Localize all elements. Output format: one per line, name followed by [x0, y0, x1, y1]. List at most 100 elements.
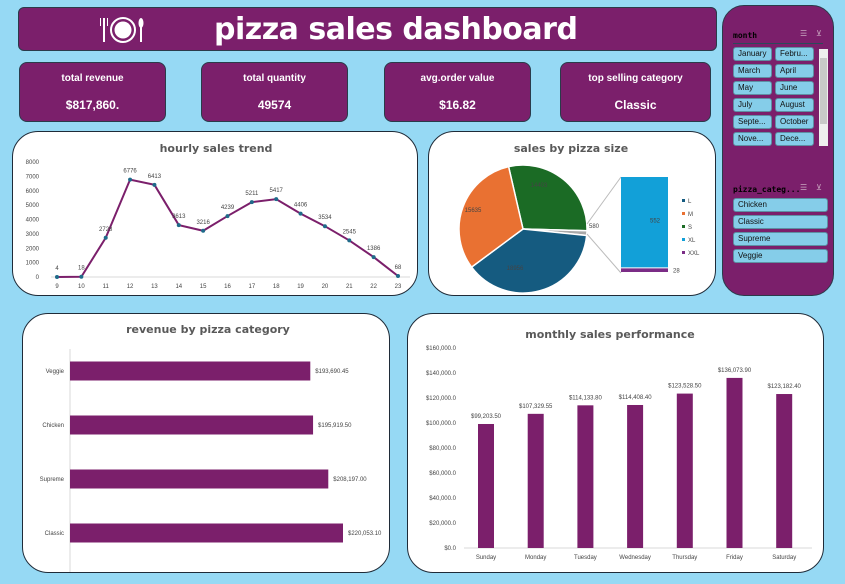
- x-tick-label: Saturday: [772, 555, 796, 561]
- y-tick-label: $80,000.0: [429, 446, 456, 452]
- sales-by-pizza-size-chart: sales by pizza size 14403 580 18956 15635 552…: [428, 131, 716, 296]
- data-label: $99,203.50: [471, 414, 502, 420]
- slicer-item-month[interactable]: August: [775, 98, 814, 112]
- hourly-sales-trend-chart: hourly sales trend 0 1000 2000 3000 4000 5000 6…: [12, 131, 418, 296]
- y-tick-label: $120,000.0: [426, 396, 457, 402]
- x-tick-label: 23: [395, 284, 402, 290]
- y-tick-label: 4000: [26, 218, 40, 224]
- x-tick-label: 9: [55, 284, 59, 290]
- slicer-item-month[interactable]: Dece...: [775, 132, 814, 146]
- title-banner: pizza sales dashboard: [18, 7, 717, 51]
- kpi-value: Classic: [614, 98, 657, 112]
- y-tick-label: $40,000.0: [429, 496, 456, 502]
- y-tick-label: 3000: [26, 232, 40, 238]
- x-tick-label: Friday: [726, 555, 743, 561]
- pie-slice-m: [458, 165, 524, 269]
- x-tick-label: 16: [224, 284, 231, 290]
- y-tick-label: 6000: [26, 189, 40, 195]
- slicer-item-month[interactable]: Febru...: [775, 47, 814, 61]
- x-tick-label: Tuesday: [574, 555, 597, 561]
- data-label: 2545: [343, 229, 357, 235]
- slicer-item-month[interactable]: Septe...: [733, 115, 772, 129]
- data-label: 5211: [245, 191, 259, 197]
- x-tick-label: 12: [127, 284, 134, 290]
- y-tick-label: $100,000.0: [426, 421, 457, 427]
- slicer-item-month[interactable]: May: [733, 81, 772, 95]
- kpi-total-quantity: total quantity 49574: [201, 62, 348, 122]
- bar: [70, 469, 329, 489]
- data-point: [152, 182, 157, 187]
- kpi-total-revenue: total revenue $817,860.: [19, 62, 166, 122]
- page-title: pizza sales dashboard: [214, 12, 578, 47]
- clear-filter-icon[interactable]: ⊻: [816, 29, 822, 38]
- category-slicer-title: pizza_categ...: [733, 185, 801, 194]
- slicer-item-month[interactable]: October: [775, 115, 814, 129]
- clear-filter-icon[interactable]: ⊻: [816, 183, 822, 192]
- bar: [527, 413, 544, 548]
- data-label: $193,690.45: [315, 369, 349, 375]
- y-tick-label: 0: [36, 275, 40, 281]
- data-label: $220,053.10: [348, 531, 382, 537]
- multi-select-icon[interactable]: ☰: [800, 29, 808, 38]
- slicer-item-month[interactable]: June: [775, 81, 814, 95]
- bar: [70, 415, 314, 435]
- chart-title: revenue by pizza category: [126, 323, 290, 336]
- slicer-item-month[interactable]: March: [733, 64, 772, 78]
- slicer-item-month[interactable]: April: [775, 64, 814, 78]
- data-label: 18: [78, 266, 85, 272]
- legend-marker: [682, 199, 685, 202]
- data-label: 5417: [270, 188, 284, 194]
- data-label: $114,133.80: [569, 395, 603, 401]
- bar: [726, 377, 743, 548]
- bar: [776, 394, 793, 548]
- slicer-item-month[interactable]: January: [733, 47, 772, 61]
- kpi-value: $16.82: [439, 98, 476, 112]
- category-label: Veggie: [46, 369, 65, 375]
- data-point: [55, 274, 59, 279]
- category-label: Classic: [45, 531, 64, 537]
- x-tick-label: 14: [175, 284, 182, 290]
- kpi-label: top selling category: [588, 73, 683, 84]
- chart-title: hourly sales trend: [160, 142, 273, 155]
- data-point: [396, 274, 400, 279]
- data-point: [201, 228, 206, 233]
- data-label: $136,073.90: [718, 368, 752, 374]
- slicer-item-category[interactable]: Supreme: [733, 232, 828, 246]
- slicer-item-category[interactable]: Veggie: [733, 249, 828, 263]
- bar-xl: [621, 177, 668, 268]
- legend-marker: [682, 251, 685, 254]
- legend-label: L: [688, 199, 692, 205]
- slicer-item-month[interactable]: Nove...: [733, 132, 772, 146]
- chart-title: monthly sales performance: [525, 328, 695, 341]
- data-point: [298, 211, 303, 216]
- bar: [577, 405, 594, 548]
- data-point: [249, 200, 254, 205]
- chart-title: sales by pizza size: [514, 142, 628, 155]
- legend-label: XL: [688, 238, 696, 244]
- month-slicer-scrollbar[interactable]: [819, 49, 828, 146]
- data-point: [79, 274, 84, 279]
- x-tick-label: 22: [370, 284, 377, 290]
- category-label: Chicken: [42, 423, 64, 429]
- x-tick-label: Wednesday: [619, 555, 651, 561]
- slice-label: 14403: [531, 183, 548, 189]
- data-label: $123,528.50: [668, 384, 702, 390]
- slicer-item-category[interactable]: Chicken: [733, 198, 828, 212]
- x-tick-label: 21: [346, 284, 353, 290]
- slicer-item-category[interactable]: Classic: [733, 215, 828, 229]
- month-slicer-title: month: [733, 31, 758, 40]
- data-point: [347, 238, 352, 243]
- y-tick-label: 5000: [26, 203, 40, 209]
- data-label: $195,919.50: [318, 423, 352, 429]
- bar: [478, 423, 494, 548]
- data-label: $208,197.00: [333, 477, 367, 483]
- data-label: 4239: [221, 205, 235, 211]
- data-label: $123,182.40: [768, 384, 802, 390]
- x-tick-label: 13: [151, 284, 158, 290]
- slicer-item-month[interactable]: July: [733, 98, 772, 112]
- data-label: 6776: [123, 169, 137, 175]
- y-tick-label: $140,000.0: [426, 371, 457, 377]
- bar-label: 28: [673, 269, 680, 275]
- y-tick-label: 7000: [26, 174, 40, 180]
- multi-select-icon[interactable]: ☰: [800, 183, 808, 192]
